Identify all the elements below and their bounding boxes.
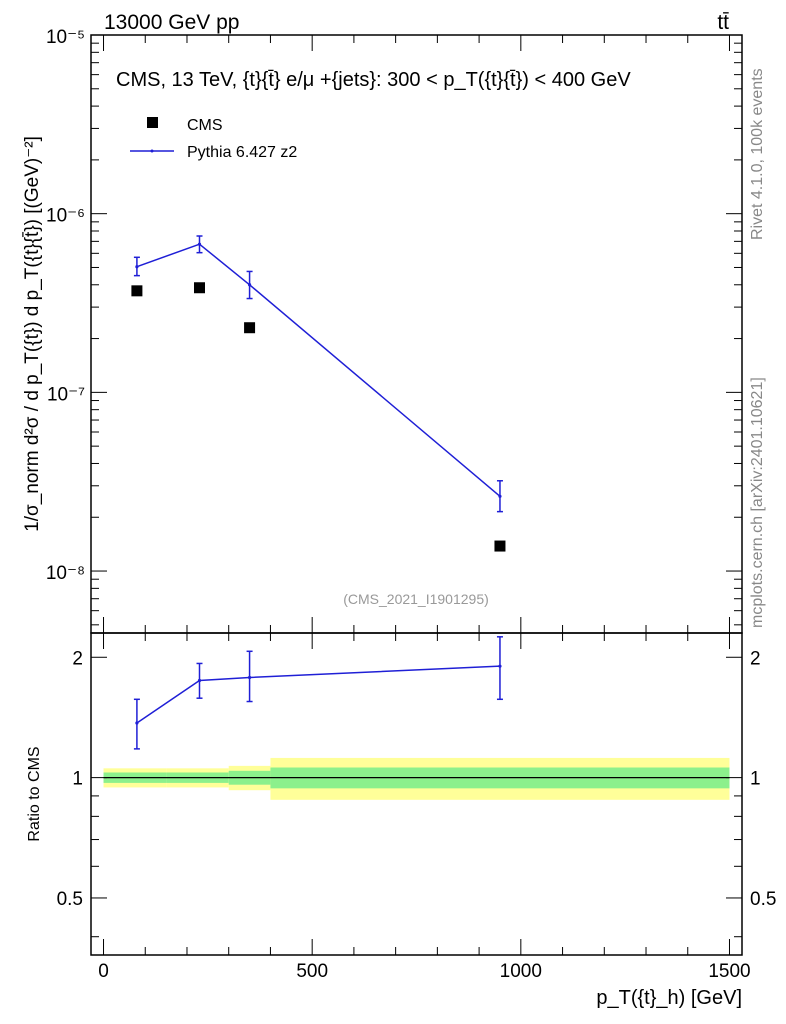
ratio-point <box>498 664 502 668</box>
mcplots-label: mcplots.cern.ch [arXiv:2401.10621] <box>749 377 766 628</box>
legend-cms-label: CMS <box>187 117 223 134</box>
main-y-axis-label: 1/σ_norm d²σ / d p_T({t}) d p_T({t}{t̄})… <box>22 136 43 532</box>
ratio-series <box>133 636 503 750</box>
ratio-y-tick-label-right: 1 <box>750 769 761 790</box>
main-y-tick-label: 10⁻⁶ <box>46 206 85 227</box>
main-y-tick-label: 10⁻⁵ <box>46 27 85 48</box>
ratio-y-axis-label: Ratio to CMS <box>26 746 43 841</box>
cms-point <box>244 322 256 334</box>
pythia-line <box>136 243 501 497</box>
ratio-y-tick-label: 0.5 <box>57 889 83 910</box>
main-axis-ticks: 10⁻⁸ 10⁻⁷ 10⁻⁶ 10⁻⁵ <box>46 27 742 633</box>
legend-pythia-label: Pythia 6.427 z2 <box>187 144 297 161</box>
pythia-point <box>197 242 202 246</box>
x-tick-label: 1500 <box>708 961 750 982</box>
pythia-point <box>135 265 139 269</box>
pythia-point <box>247 283 252 287</box>
legend-pythia-marker <box>150 149 154 153</box>
x-axis-label: p_T({t}_h) [GeV] <box>596 987 742 1009</box>
chart-title: CMS, 13 TeV, {t}{t̄} e/μ +{jets}: 300 < … <box>116 69 631 91</box>
legend-cms-marker <box>147 117 158 128</box>
main-y-tick-label: 10⁻⁸ <box>46 563 85 584</box>
pythia-point <box>498 494 502 498</box>
cms-point <box>494 540 506 552</box>
main-y-tick-label: 10⁻⁷ <box>47 384 85 405</box>
header-left: 13000 GeV pp <box>104 11 239 34</box>
rivet-label: Rivet 4.1.0, 100k events <box>749 68 766 240</box>
analysis-watermark: (CMS_2021_I1901295) <box>343 591 489 607</box>
cms-point <box>131 285 143 297</box>
ratio-y-tick-label: 1 <box>72 769 83 790</box>
header-right: tt̄ <box>717 11 729 34</box>
x-tick-label: 0 <box>98 961 109 982</box>
x-tick-label: 500 <box>296 961 328 982</box>
ratio-y-tick-label: 2 <box>72 648 83 669</box>
ratio-pythia-line <box>136 665 500 724</box>
ratio-point <box>135 721 139 725</box>
ratio-axis-ticks: 0.5 0.5 1 1 2 2 0 500 1000 1500 <box>57 633 776 982</box>
ratio-point <box>247 675 252 680</box>
ratio-panel-frame <box>90 632 743 956</box>
cms-point <box>194 282 205 294</box>
ratio-point <box>197 678 202 683</box>
main-series <box>131 235 506 552</box>
x-tick-label: 1000 <box>500 961 542 982</box>
legend: CMS Pythia 6.427 z2 <box>130 117 297 161</box>
ratio-y-tick-label-right: 0.5 <box>750 889 776 910</box>
ratio-uncertainty-bands <box>103 757 730 800</box>
ratio-y-tick-label-right: 2 <box>750 648 761 669</box>
